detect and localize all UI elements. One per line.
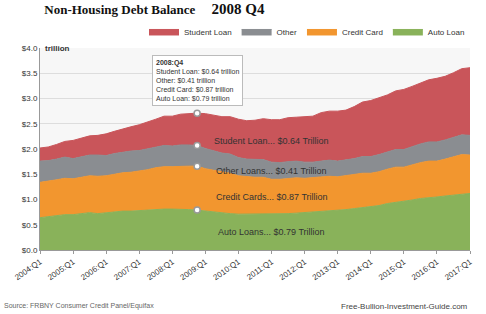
svg-text:$2.0: $2.0 bbox=[22, 145, 38, 154]
svg-text:Source: FRBNY Consumer Credit: Source: FRBNY Consumer Credit Panel/Equi… bbox=[4, 302, 154, 310]
svg-text:2016:Q1: 2016:Q1 bbox=[410, 257, 441, 282]
svg-text:2004:Q1: 2004:Q1 bbox=[13, 257, 44, 282]
svg-text:Student Loan: Student Loan bbox=[184, 28, 232, 37]
svg-text:Auto Loan: Auto Loan bbox=[428, 28, 464, 37]
svg-text:2009:Q1: 2009:Q1 bbox=[179, 257, 210, 282]
svg-text:$0.0: $0.0 bbox=[22, 246, 38, 255]
svg-text:2015:Q1: 2015:Q1 bbox=[377, 257, 408, 282]
svg-text:2011:Q1: 2011:Q1 bbox=[245, 257, 275, 282]
svg-text:Auto Loans... $0.79 Trillion: Auto Loans... $0.79 Trillion bbox=[218, 227, 325, 237]
svg-text:$3.5: $3.5 bbox=[22, 69, 38, 78]
svg-text:2017:Q1: 2017:Q1 bbox=[443, 257, 474, 282]
svg-text:2007:Q1: 2007:Q1 bbox=[112, 257, 143, 282]
svg-text:Student Loan... $0.64 Trillion: Student Loan... $0.64 Trillion bbox=[214, 136, 329, 146]
svg-text:$0.5: $0.5 bbox=[22, 221, 38, 230]
svg-text:Credit Cards... $0.87 Trillion: Credit Cards... $0.87 Trillion bbox=[216, 192, 328, 202]
svg-text:$1.0: $1.0 bbox=[22, 195, 38, 204]
svg-text:2012:Q1: 2012:Q1 bbox=[278, 257, 309, 282]
svg-text:2008:Q1: 2008:Q1 bbox=[145, 257, 176, 282]
svg-text:2006:Q1: 2006:Q1 bbox=[79, 257, 110, 282]
svg-text:trillion: trillion bbox=[45, 44, 70, 53]
svg-text:Credit Card: Credit Card bbox=[342, 28, 383, 37]
svg-text:2010:Q1: 2010:Q1 bbox=[212, 257, 243, 282]
svg-text:$3.0: $3.0 bbox=[22, 94, 38, 103]
svg-text:Free-Bullion-Investment-Guide.: Free-Bullion-Investment-Guide.com bbox=[341, 302, 468, 311]
svg-text:$1.5: $1.5 bbox=[22, 170, 38, 179]
svg-text:$2.5: $2.5 bbox=[22, 120, 38, 129]
svg-text:2008:Q4Student Loan: $0.64 tri: 2008:Q4Student Loan: $0.64 trillionOther… bbox=[156, 59, 239, 102]
svg-text:2014:Q1: 2014:Q1 bbox=[344, 257, 375, 282]
svg-text:2013:Q1: 2013:Q1 bbox=[311, 257, 342, 282]
svg-text:Other Loans... $0.41 Trillion: Other Loans... $0.41 Trillion bbox=[216, 166, 327, 176]
svg-text:$4.0: $4.0 bbox=[22, 44, 38, 53]
svg-text:2005:Q1: 2005:Q1 bbox=[46, 257, 77, 282]
svg-text:Other: Other bbox=[277, 28, 297, 37]
svg-text:Non-Housing Debt Balance 2: Non-Housing Debt Balance 2008 Q4 bbox=[44, 1, 265, 17]
